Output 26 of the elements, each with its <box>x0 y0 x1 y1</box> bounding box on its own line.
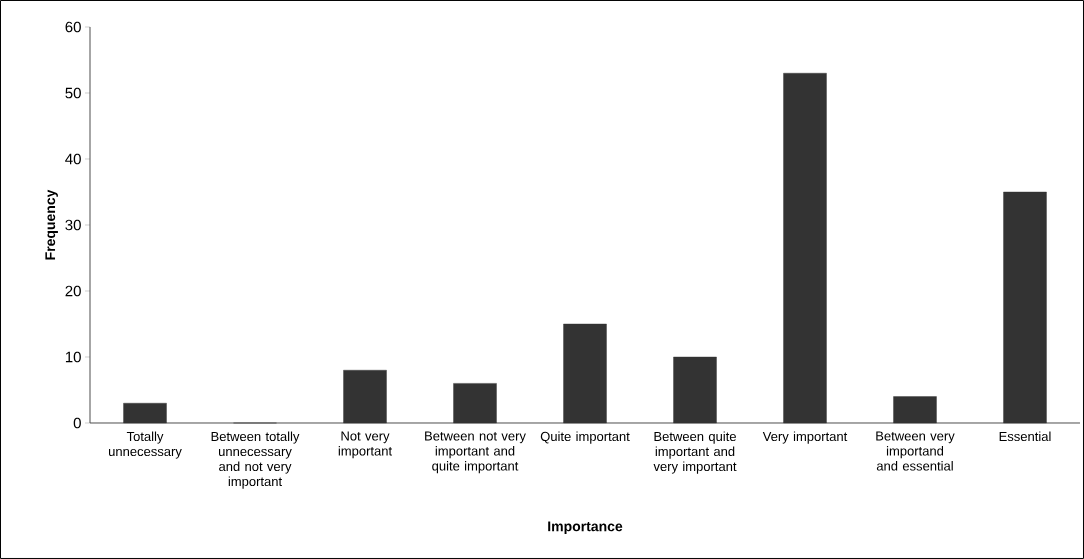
y-tick-label: 60 <box>65 21 81 33</box>
x-tick-label: Between quite important and very important <box>653 431 737 474</box>
x-tick-label: Very important <box>762 431 848 444</box>
bar <box>453 383 497 424</box>
bar <box>1003 191 1047 424</box>
bar <box>893 396 937 424</box>
x-tick-label: Not very important <box>338 431 392 459</box>
x-tick-label: Totally unnecessary <box>109 431 182 459</box>
y-tick-label: 50 <box>65 87 81 99</box>
x-tick-label: Between totally unnecessary and not very important <box>211 431 300 489</box>
x-tick-label: Between not very important and quite important <box>425 431 526 474</box>
x-tick-label: Between very importand and essential <box>876 431 955 471</box>
bar <box>563 323 607 424</box>
y-tick-label: 0 <box>73 417 81 429</box>
bar <box>673 356 717 424</box>
x-axis-title: Importance <box>548 521 623 535</box>
bar <box>343 369 387 424</box>
y-axis-title: Frequency <box>45 189 58 260</box>
y-tick-label: 10 <box>65 351 81 363</box>
y-tick-label: 40 <box>65 153 81 165</box>
x-tick-label: Quite important <box>540 431 630 444</box>
y-tick-label: 20 <box>65 285 81 297</box>
bar <box>123 402 167 424</box>
y-tick-label: 30 <box>65 219 81 231</box>
bar <box>783 73 827 424</box>
x-tick-label: Essential <box>999 431 1051 442</box>
